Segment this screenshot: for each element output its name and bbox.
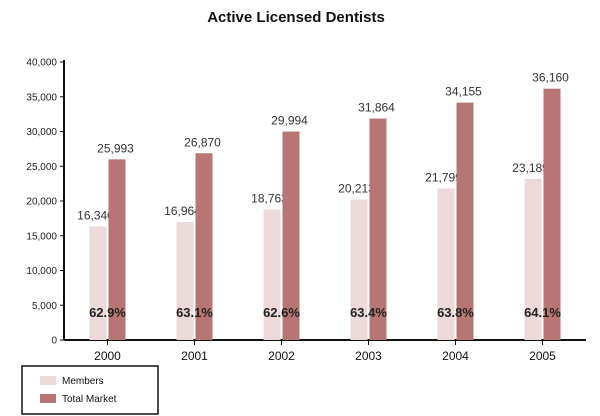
x-tick-label: 2005 [529, 349, 556, 363]
percent-annotation: 62.9% [89, 305, 126, 320]
y-tick-label: 10,000 [26, 266, 57, 277]
percent-annotation: 62.6% [263, 305, 300, 320]
bar-members [437, 188, 455, 340]
data-label-members: 21,799 [425, 170, 462, 184]
data-label-total-market: 31,864 [358, 101, 395, 115]
data-label-total-market: 34,155 [445, 85, 482, 99]
data-label-members: 16,964 [164, 204, 201, 218]
legend: Members Total Market [21, 365, 159, 415]
data-label-total-market: 26,870 [184, 135, 221, 149]
plot-area: 0 5,000 10,000 15,000 20,000 25,000 30,000 35,0… [26, 58, 586, 363]
data-label-members: 18,763 [251, 192, 288, 206]
bar-total-market [456, 102, 474, 341]
bar-members [263, 209, 281, 340]
bar-members [524, 178, 542, 340]
y-tick-label: 25,000 [26, 162, 57, 173]
percent-annotation: 63.8% [437, 305, 474, 320]
x-tick-label: 2004 [442, 349, 469, 363]
legend-swatch-members [40, 376, 56, 385]
y-tick-label: 30,000 [26, 127, 57, 138]
data-label-members: 20,213 [338, 182, 375, 196]
bar-members [176, 222, 194, 340]
chart-title: Active Licensed Dentists [207, 9, 385, 26]
x-tick-label: 2002 [268, 349, 295, 363]
legend-box [21, 365, 159, 415]
bar-total-market [108, 159, 126, 340]
bar-total-market [282, 131, 300, 340]
bar-total-market [195, 153, 213, 340]
x-tick-label: 2001 [181, 349, 208, 363]
data-label-total-market: 36,160 [532, 71, 569, 85]
data-label-total-market: 29,994 [271, 114, 308, 128]
x-tick-label: 2003 [355, 349, 382, 363]
y-tick-label: 40,000 [26, 58, 57, 69]
y-tick-label: 20,000 [26, 197, 57, 208]
bar-total-market [543, 88, 561, 340]
x-tick-label: 2000 [94, 349, 121, 363]
percent-annotation: 63.1% [176, 305, 213, 320]
y-tick-label: 35,000 [26, 92, 57, 103]
legend-swatch-total-market [40, 394, 56, 403]
legend-label-total-market: Total Market [62, 394, 117, 405]
bar-members [350, 199, 368, 340]
y-tick-label: 5,000 [32, 301, 57, 312]
bar-members [89, 226, 107, 340]
percent-annotation: 63.4% [350, 305, 387, 320]
y-tick-label: 15,000 [26, 231, 57, 242]
legend-label-members: Members [62, 376, 104, 387]
bar-total-market [369, 118, 387, 340]
data-label-total-market: 25,993 [97, 141, 134, 155]
data-label-members: 16,340 [77, 208, 114, 222]
data-label-members: 23,189 [512, 161, 549, 175]
y-tick-label: 0 [51, 336, 57, 347]
percent-annotation: 64.1% [524, 305, 561, 320]
